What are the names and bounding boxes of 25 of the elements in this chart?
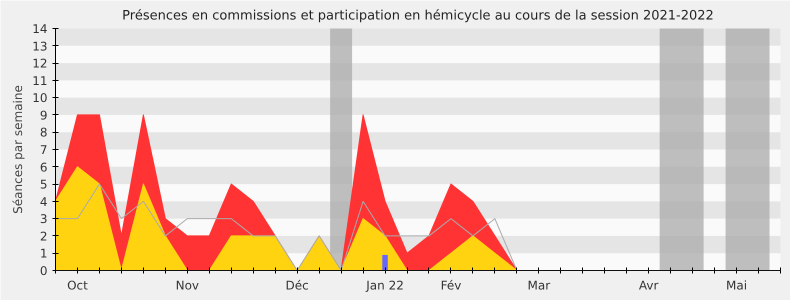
y-tick-label: 9	[40, 108, 48, 122]
y-tick-label: 8	[40, 126, 48, 140]
y-tick-label: 0	[40, 264, 48, 278]
x-tick-label: Mai	[726, 278, 748, 292]
x-tick-label: Déc	[286, 278, 309, 292]
x-tick-label: Oct	[67, 278, 88, 292]
x-tick-label: Nov	[176, 278, 200, 292]
x-tick-label: Fév	[440, 278, 462, 292]
y-tick-label: 3	[40, 212, 48, 226]
y-tick-label: 5	[40, 178, 48, 192]
y-tick-label: 12	[32, 56, 48, 71]
y-axis-title: Séances par semaine	[11, 85, 26, 214]
y-tick-label: 4	[40, 194, 48, 209]
y-tick-label: 1	[40, 246, 48, 261]
y-tick-label: 6	[40, 160, 48, 174]
y-tick-label: 7	[40, 143, 48, 157]
x-tick-label: Jan 22	[365, 278, 404, 292]
y-tick-label: 2	[40, 229, 48, 244]
y-tick-label: 11	[32, 74, 48, 88]
chart-title: Présences en commissions et participation en hémicycle au cours de la session 2021-2022	[122, 8, 714, 24]
y-tick-label: 13	[32, 39, 48, 54]
y-tick-label: 14	[32, 22, 48, 36]
x-tick-label: Mar	[528, 278, 550, 292]
x-tick-label: Avr	[638, 278, 659, 292]
y-tick-label: 10	[32, 91, 48, 106]
